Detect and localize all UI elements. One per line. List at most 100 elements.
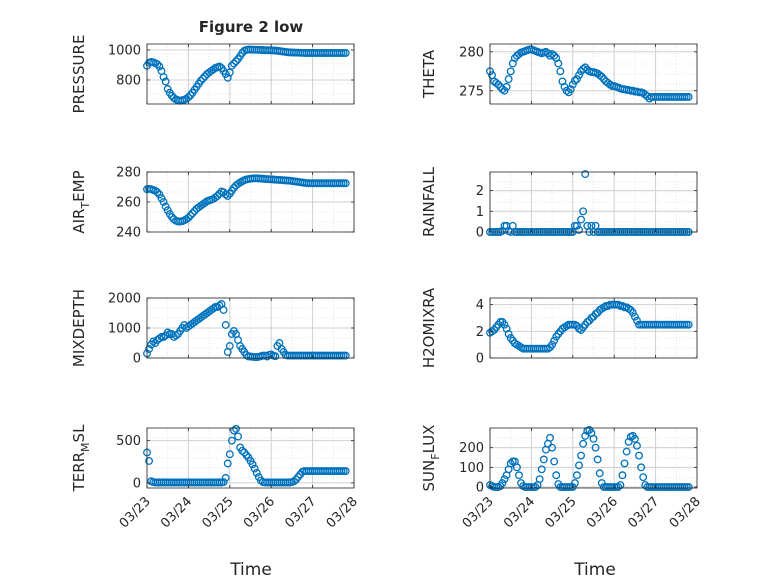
x-tick-label: 03/28	[667, 494, 704, 531]
y-tick-label: 280	[459, 45, 484, 60]
data-point	[562, 86, 571, 95]
data-point	[155, 62, 164, 71]
axes-box	[489, 43, 698, 105]
data-point	[577, 451, 586, 460]
data-point	[684, 93, 693, 101]
data-point	[250, 464, 259, 473]
data-point	[215, 62, 224, 71]
y-axis-label-tail: EMP	[70, 170, 88, 201]
y-axis-label-main: SUN	[420, 460, 438, 492]
data-point	[159, 198, 168, 206]
data-point	[500, 86, 509, 95]
data-point	[546, 433, 554, 442]
data-point	[572, 471, 581, 480]
data-point	[575, 461, 583, 470]
axes-box	[489, 171, 698, 233]
x-tick-label: 03/28	[324, 494, 361, 531]
y-axis-label: H2OMIXRA	[420, 287, 438, 368]
data-point	[633, 441, 641, 450]
data-point	[548, 340, 557, 349]
y-tick-label: 1000	[108, 322, 141, 337]
data-point	[570, 76, 579, 85]
data-point	[515, 50, 523, 59]
y-axis-label-main: TERR	[70, 452, 88, 493]
data-point	[593, 455, 602, 464]
data-point	[153, 60, 162, 69]
data-point	[153, 188, 162, 197]
x-tick-label: 03/23	[117, 494, 154, 531]
subplot-3: 0 1 2 RAINFALL	[420, 166, 698, 241]
data-point	[506, 67, 515, 76]
data-point	[639, 473, 648, 482]
data-point	[635, 451, 643, 460]
data-point	[155, 334, 164, 343]
data-point	[232, 57, 240, 66]
data-point	[614, 483, 623, 491]
data-point	[159, 73, 168, 81]
data-point	[512, 463, 521, 472]
data-point	[341, 49, 350, 57]
data-point	[186, 211, 195, 220]
data-point	[221, 190, 230, 199]
data-point	[188, 209, 197, 218]
data-point	[633, 316, 641, 325]
figure-title: Figure 2 low	[199, 18, 304, 36]
data-point	[537, 465, 546, 474]
data-point	[498, 479, 507, 488]
x-tick-label: 03/25	[543, 494, 580, 531]
data-point	[595, 71, 604, 80]
y-tick-label: 2	[476, 184, 484, 199]
data-point	[169, 94, 178, 102]
data-point	[597, 72, 606, 81]
data-point	[221, 321, 230, 329]
data-point	[568, 80, 577, 89]
data-point	[163, 328, 172, 337]
data-point	[341, 179, 350, 188]
data-point	[145, 457, 154, 465]
y-tick-label: 200	[459, 441, 484, 456]
data-point	[568, 483, 577, 491]
data-point	[579, 207, 588, 216]
y-axis-label-tail: LUX	[420, 425, 438, 454]
x-tick-label: 03/26	[584, 494, 621, 531]
data-point	[225, 342, 234, 350]
x-tick-label: 03/23	[460, 494, 497, 531]
data-point	[502, 82, 511, 91]
data-point	[500, 320, 509, 329]
data-point	[198, 74, 207, 83]
data-point	[575, 71, 583, 80]
y-tick-label: 4	[476, 298, 484, 313]
data-point	[577, 215, 586, 224]
data-point	[492, 79, 501, 87]
subplot-5: 0 2 4 H2OMIXRA	[420, 287, 698, 368]
data-point	[238, 446, 247, 455]
data-point	[591, 443, 600, 452]
data-point	[539, 455, 548, 464]
data-point	[232, 424, 240, 433]
data-point	[510, 54, 519, 62]
axes-box	[146, 427, 355, 489]
x-tick-label: 03/24	[158, 494, 195, 531]
data-point	[572, 75, 581, 84]
data-point	[550, 51, 559, 60]
data-point	[215, 301, 224, 310]
subplot-6: 0 500 TERRMSL 03/23 03/24 03/25 03/26 03/27 03/2…	[70, 424, 361, 531]
axes-box	[146, 43, 355, 105]
x-axis-label-left: Time	[229, 560, 272, 580]
y-tick-label: 280	[116, 166, 141, 181]
data-point	[572, 221, 581, 230]
data-point	[184, 213, 193, 222]
data-point	[229, 426, 238, 435]
data-point	[219, 478, 228, 487]
y-axis-label: PRESSURE	[70, 35, 88, 114]
data-point	[550, 336, 559, 345]
data-point	[223, 192, 232, 200]
y-tick-label: 0	[133, 352, 141, 367]
data-point	[570, 479, 579, 488]
data-point	[556, 67, 565, 76]
data-point	[229, 59, 238, 68]
data-point	[506, 459, 515, 468]
data-point	[552, 471, 561, 480]
y-axis-label-tail: SL	[70, 424, 88, 443]
data-point	[213, 192, 222, 200]
